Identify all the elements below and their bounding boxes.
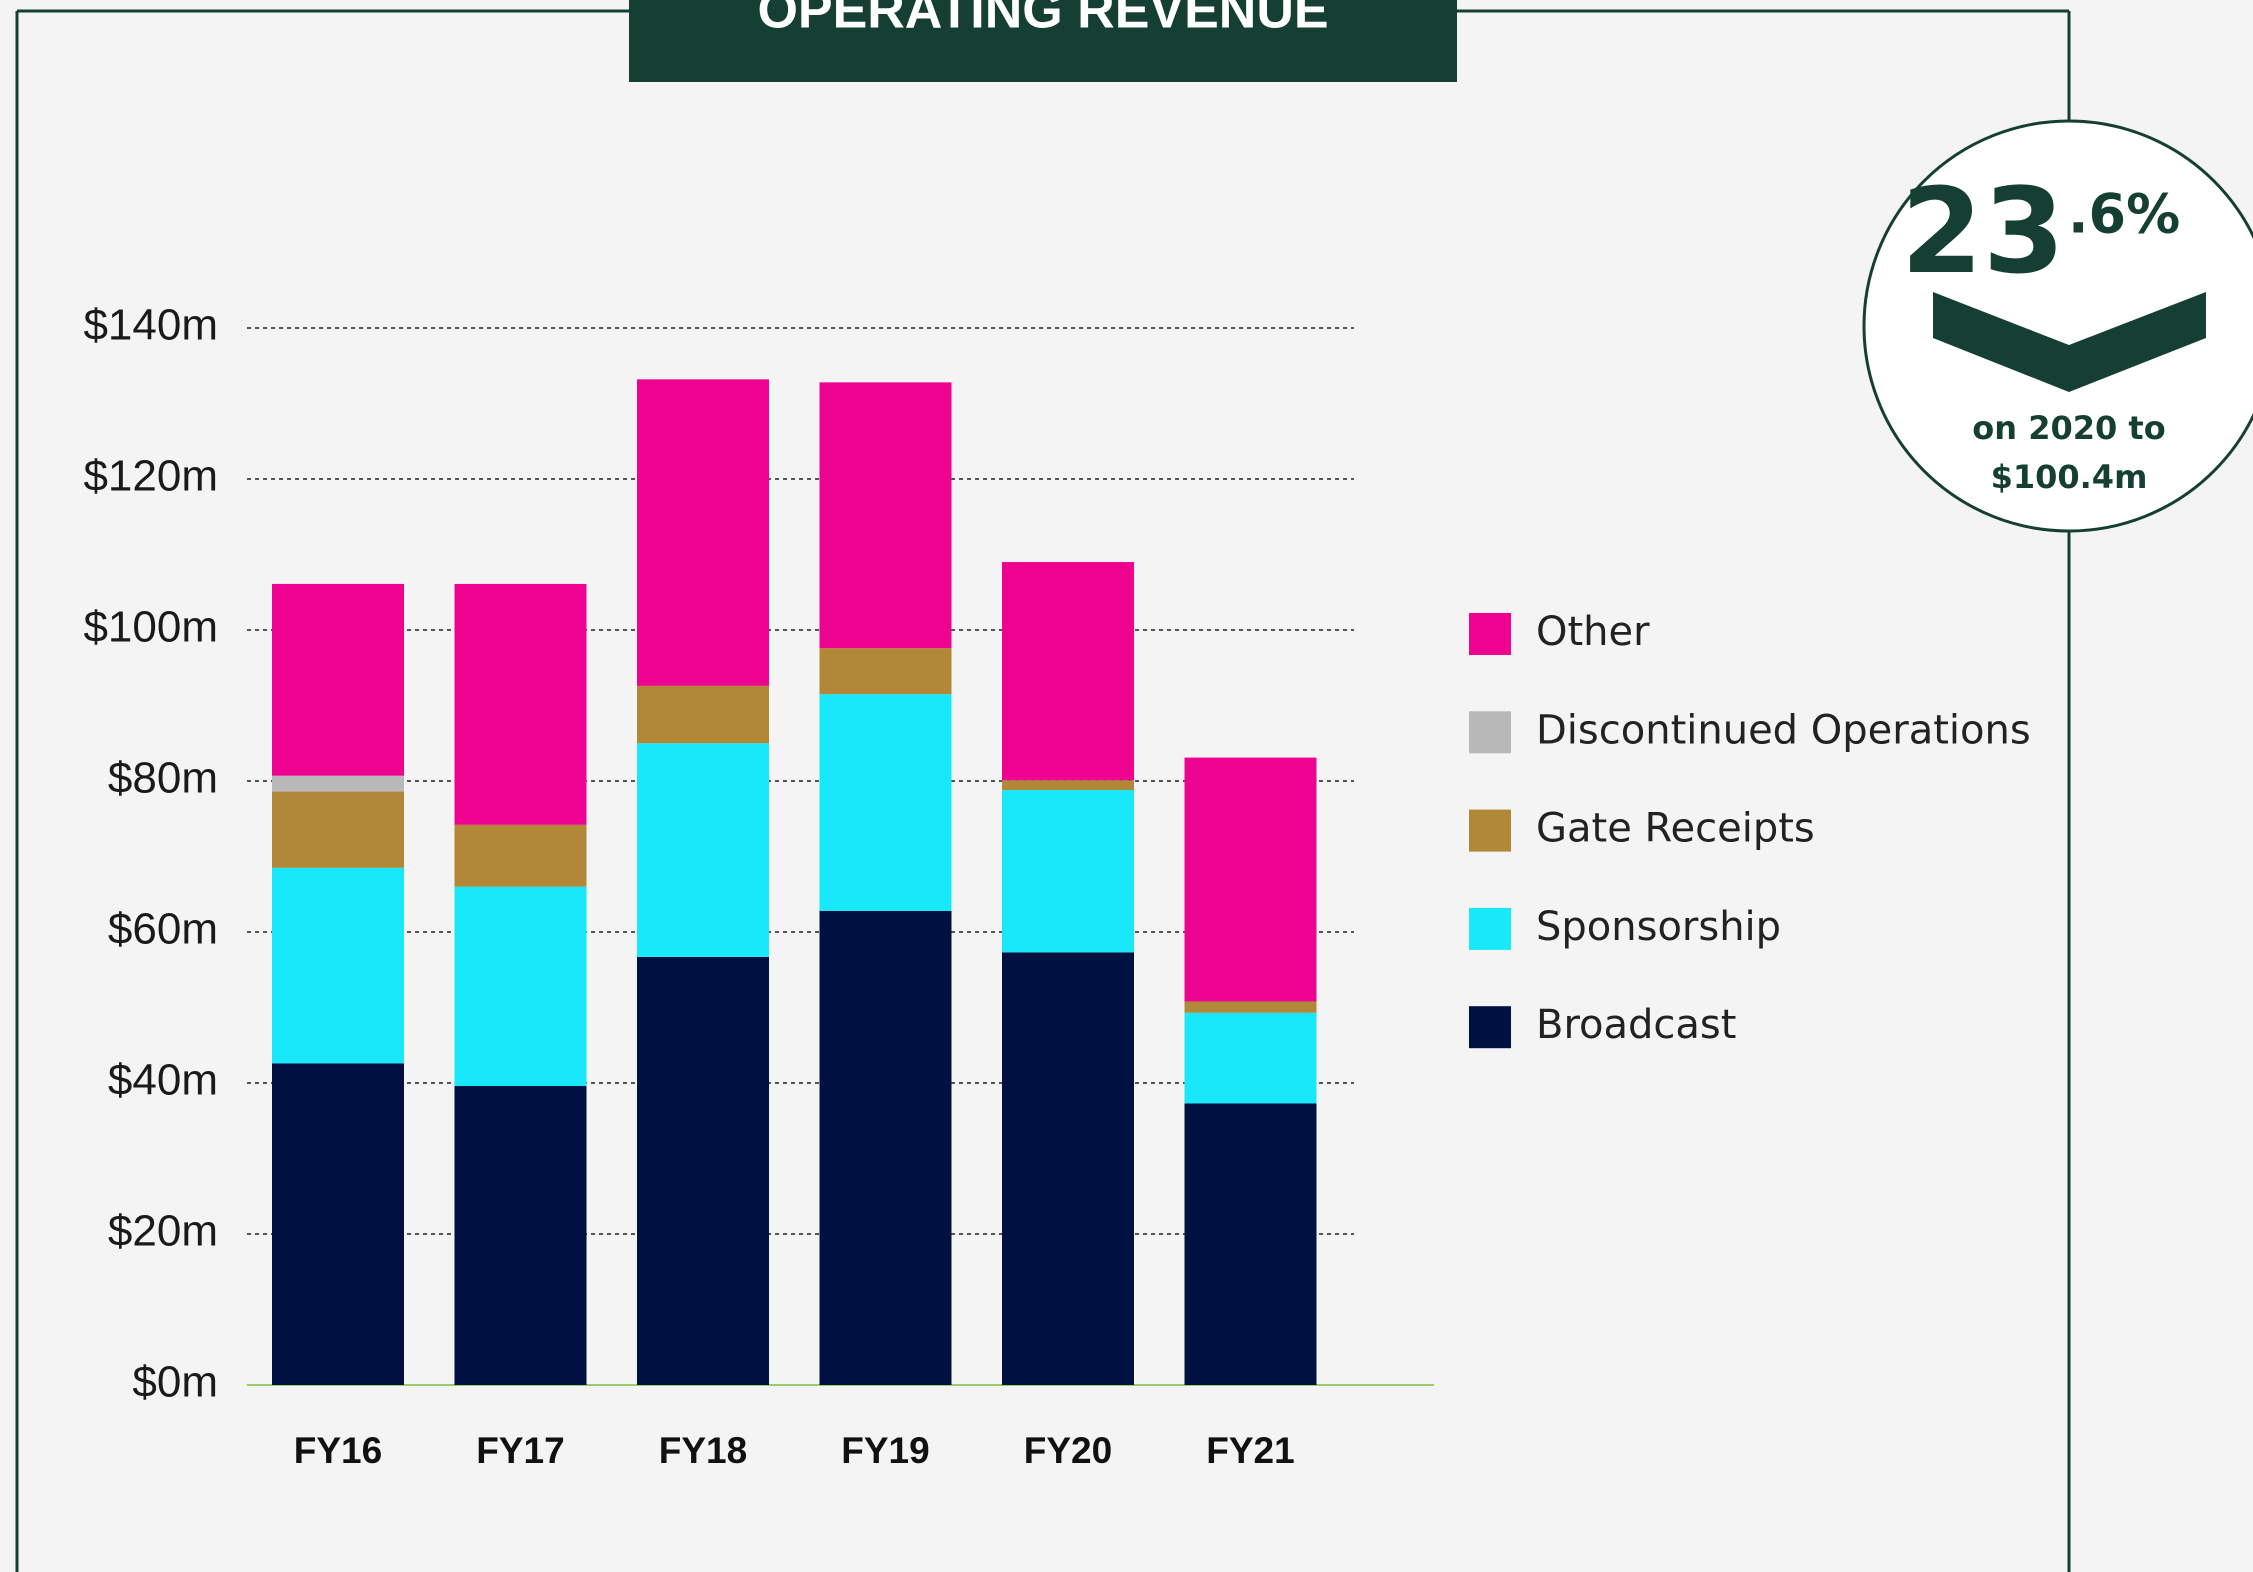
y-tick-label: $120m bbox=[83, 452, 218, 501]
badge-chevron bbox=[1933, 292, 2206, 392]
bar-segment bbox=[637, 685, 769, 744]
y-tick-label: $100m bbox=[83, 603, 218, 652]
badge-text: on 2020 to bbox=[1972, 409, 2165, 447]
y-tick-label: $0m bbox=[132, 1358, 218, 1407]
bar-segment bbox=[1002, 952, 1134, 1385]
bar-segment bbox=[1184, 757, 1317, 1002]
x-tick-label: FY19 bbox=[841, 1430, 929, 1471]
badge bbox=[1862, 119, 2253, 533]
x-tick-label: FY20 bbox=[1024, 1430, 1112, 1471]
x-tick-label: FY18 bbox=[659, 1430, 747, 1471]
bar-segment bbox=[272, 583, 404, 776]
legend-label: Gate Receipts bbox=[1536, 806, 1815, 852]
bar-segment bbox=[1184, 1001, 1317, 1013]
badge-text: $100.4m bbox=[1991, 458, 2148, 496]
chart-title: OPERATING REVENUE bbox=[757, 0, 1328, 40]
bar-segment bbox=[454, 824, 587, 887]
bar-segment bbox=[272, 1063, 404, 1385]
bar-segment bbox=[454, 583, 587, 825]
bar-segment bbox=[637, 743, 769, 957]
bar-segment bbox=[1184, 1103, 1317, 1385]
y-tick-label: $80m bbox=[108, 754, 218, 803]
title-box bbox=[629, 0, 1457, 82]
badge-big: 23 bbox=[1901, 162, 2065, 300]
bar-segment bbox=[637, 956, 769, 1385]
legend-swatch bbox=[1469, 613, 1511, 655]
legend-swatch bbox=[1469, 1006, 1511, 1049]
bar-segment bbox=[819, 648, 952, 695]
bar-segment bbox=[637, 379, 769, 686]
x-tick-label: FY21 bbox=[1206, 1430, 1294, 1471]
bar-segment bbox=[272, 867, 404, 1064]
legend-swatch bbox=[1469, 907, 1511, 950]
legend-label: Sponsorship bbox=[1536, 904, 1781, 950]
y-tick-label: $20m bbox=[108, 1207, 218, 1256]
bar-segment bbox=[819, 382, 952, 649]
y-tick-label: $40m bbox=[108, 1056, 218, 1105]
bar-segment bbox=[1184, 1012, 1317, 1104]
bar-segment bbox=[819, 694, 952, 911]
x-tick-label: FY16 bbox=[294, 1430, 382, 1471]
legend-label: Other bbox=[1536, 609, 1650, 655]
legend-label: Discontinued Operations bbox=[1536, 707, 2031, 753]
y-tick-label: $140m bbox=[83, 301, 218, 350]
bar-segment bbox=[454, 886, 587, 1087]
legend-swatch bbox=[1469, 711, 1511, 754]
bar-segment bbox=[454, 1086, 587, 1385]
x-tick-label: FY17 bbox=[476, 1430, 564, 1471]
bar-segment bbox=[1002, 780, 1134, 791]
legend-label: Broadcast bbox=[1536, 1002, 1736, 1048]
legend-swatch bbox=[1469, 809, 1511, 852]
bar-segment bbox=[1002, 562, 1134, 781]
y-tick-label: $60m bbox=[108, 905, 218, 954]
bar-segment bbox=[272, 791, 404, 868]
bar-segment bbox=[819, 910, 952, 1385]
badge-small: .6% bbox=[2068, 183, 2180, 246]
bar-segment bbox=[1002, 790, 1134, 953]
bar-segment bbox=[272, 775, 404, 792]
